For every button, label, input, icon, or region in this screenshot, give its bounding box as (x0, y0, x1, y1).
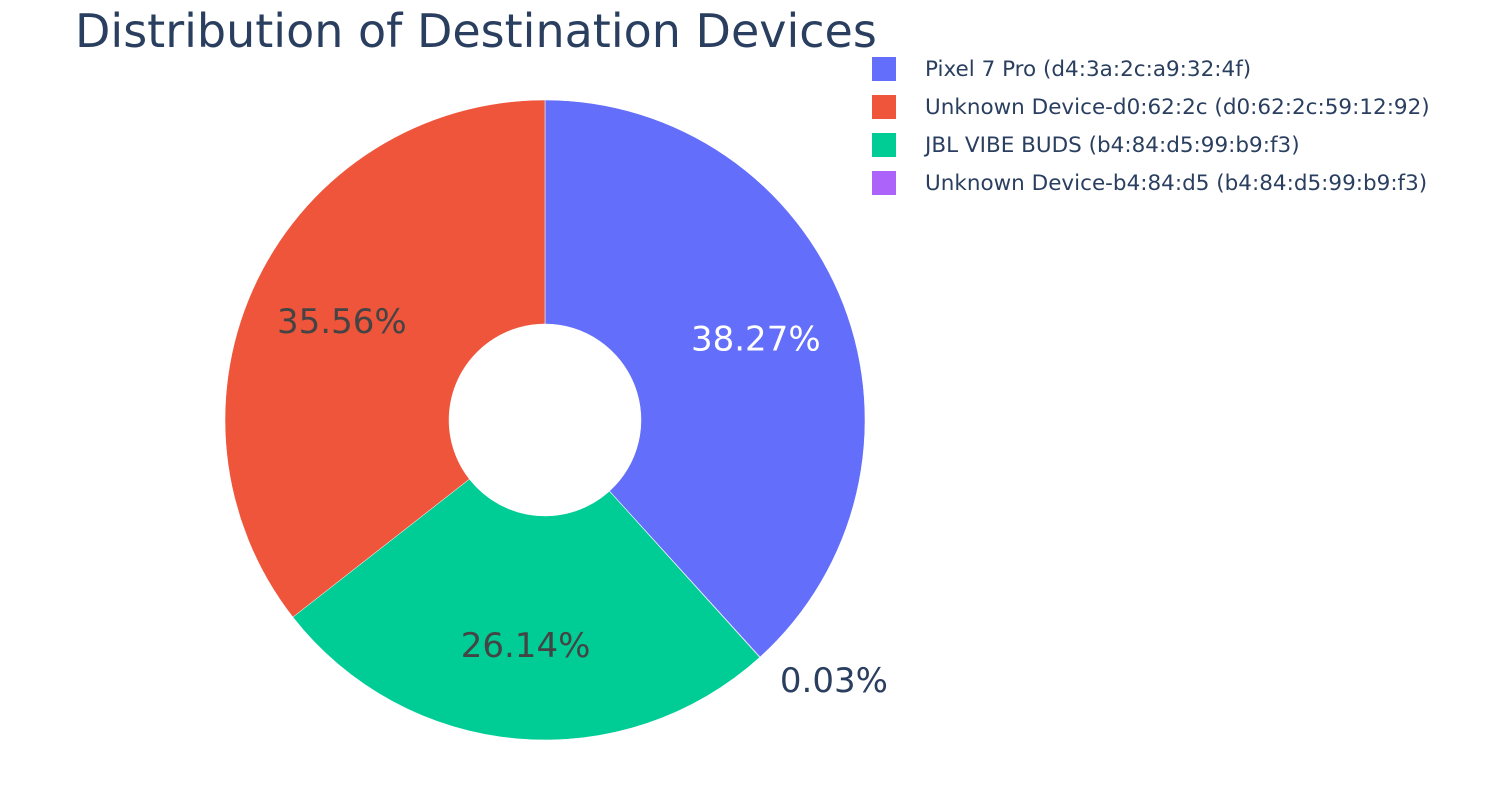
legend-swatch (872, 95, 896, 119)
pie-slice-0[interactable] (544, 99, 866, 658)
legend-label: Unknown Device-b4:84:d5 (b4:84:d5:99:b9:… (925, 170, 1428, 196)
legend-swatch (872, 133, 896, 157)
legend-swatch (872, 171, 896, 195)
pie-slice-3[interactable] (224, 99, 546, 618)
legend-label: JBL VIBE BUDS (b4:84:d5:99:b9:f3) (925, 132, 1300, 158)
slice-label-3: 35.56% (277, 302, 407, 342)
chart-title: Distribution of Destination Devices (75, 4, 877, 58)
legend-label: Unknown Device-d0:62:2c (d0:62:2c:59:12:… (925, 94, 1430, 120)
legend-item-2[interactable]: JBL VIBE BUDS (b4:84:d5:99:b9:f3) (872, 126, 1430, 164)
pie-slice-2[interactable] (292, 478, 760, 741)
legend-swatch (872, 57, 896, 81)
slice-label-0: 38.27% (691, 320, 821, 360)
legend-item-1[interactable]: Unknown Device-d0:62:2c (d0:62:2c:59:12:… (872, 88, 1430, 126)
legend-item-0[interactable]: Pixel 7 Pro (d4:3a:2c:a9:32:4f) (872, 50, 1430, 88)
legend-item-3[interactable]: Unknown Device-b4:84:d5 (b4:84:d5:99:b9:… (872, 164, 1430, 202)
legend-label: Pixel 7 Pro (d4:3a:2c:a9:32:4f) (925, 56, 1252, 82)
slice-label-1: 0.03% (780, 661, 888, 701)
legend: Pixel 7 Pro (d4:3a:2c:a9:32:4f) Unknown D… (872, 50, 1430, 202)
slice-label-2: 26.14% (461, 626, 591, 666)
